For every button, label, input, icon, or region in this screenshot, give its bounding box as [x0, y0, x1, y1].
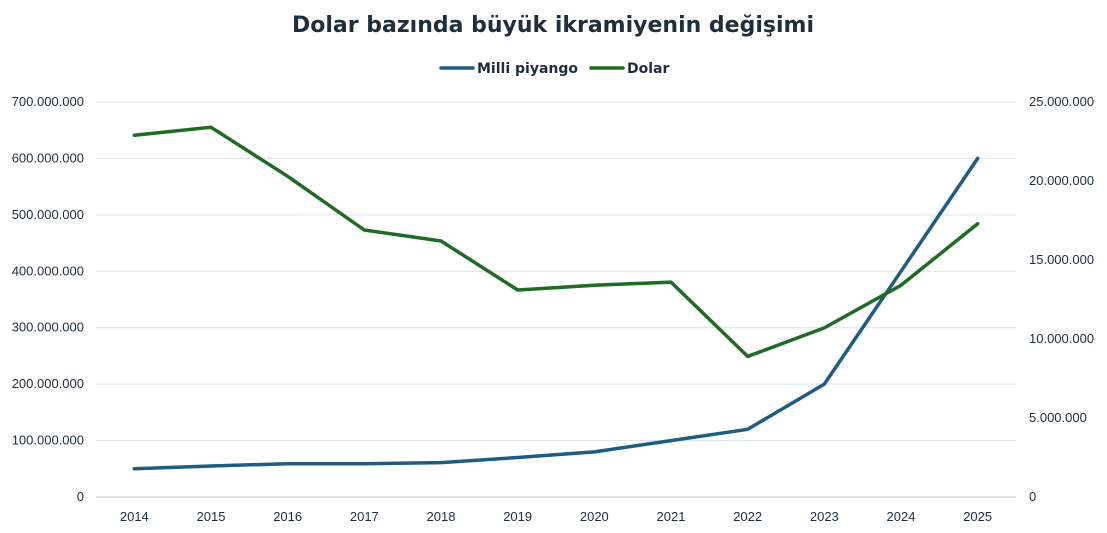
legend-label-dolar: Dolar	[627, 61, 669, 77]
x-tick-label: 2020	[580, 509, 609, 524]
x-tick-label: 2016	[273, 509, 302, 524]
x-tick-label: 2021	[657, 509, 686, 524]
left-tick-label: 100.000.000	[12, 433, 84, 448]
left-tick-label: 400.000.000	[12, 263, 84, 278]
x-tick-label: 2018	[427, 509, 456, 524]
right-tick-label: 25.000.000	[1029, 94, 1094, 109]
right-axis: 0 5.000.000 10.000.000 15.000.000 20.000.000…	[1029, 94, 1094, 504]
right-tick-label: 0	[1029, 489, 1036, 504]
right-tick-label: 20.000.000	[1029, 173, 1094, 188]
left-tick-label: 500.000.000	[12, 207, 84, 222]
x-tick-label: 2019	[503, 509, 532, 524]
right-tick-label: 15.000.000	[1029, 252, 1094, 267]
x-tick-label: 2024	[887, 509, 916, 524]
x-tick-label: 2014	[120, 509, 149, 524]
left-tick-label: 300.000.000	[12, 320, 84, 335]
left-tick-label: 200.000.000	[12, 376, 84, 391]
right-tick-label: 10.000.000	[1029, 331, 1094, 346]
series-line-dolar	[132, 125, 980, 359]
right-tick-label: 5.000.000	[1029, 410, 1087, 425]
chart-title: Dolar bazında büyük ikramiyenin değişimi	[292, 13, 814, 38]
x-axis: 2014 2015 2016 2017 2018 2019 2020 2021 2022 2023…	[120, 509, 992, 524]
gridlines	[96, 101, 1016, 498]
legend-label-milli-piyango: Milli piyango	[477, 61, 578, 77]
legend: Milli piyango Dolar	[439, 61, 669, 77]
left-tick-label: 600.000.000	[12, 150, 84, 165]
left-axis: 0 100.000.000 200.000.000 300.000.000 400.00…	[12, 94, 84, 504]
x-tick-label: 2025	[963, 509, 992, 524]
left-tick-label: 700.000.000	[12, 94, 84, 109]
x-tick-label: 2017	[350, 509, 379, 524]
series-line-milli-piyango	[132, 156, 980, 471]
x-tick-label: 2015	[197, 509, 226, 524]
left-tick-label: 0	[77, 489, 84, 504]
x-tick-label: 2023	[810, 509, 839, 524]
series-lines	[132, 125, 980, 471]
x-tick-label: 2022	[733, 509, 762, 524]
